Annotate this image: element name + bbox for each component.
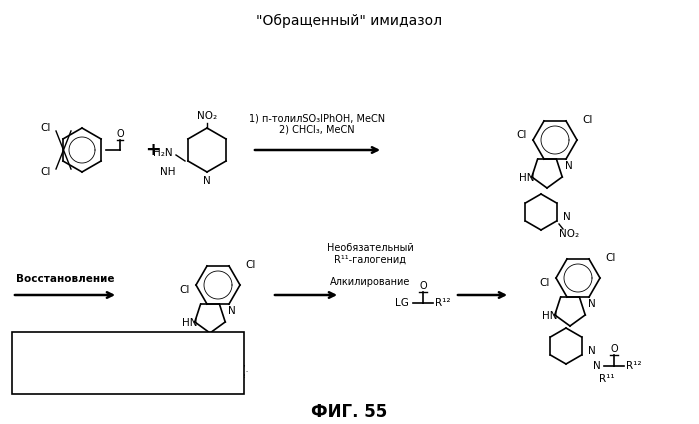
Text: "Обращенный" имидазол: "Обращенный" имидазол <box>256 14 442 28</box>
Text: N: N <box>563 212 571 222</box>
Text: Необязательный
R¹¹-галогенид

Алкилирование: Необязательный R¹¹-галогенид Алкилирован… <box>326 243 413 287</box>
Text: N: N <box>593 361 601 371</box>
Text: NH₂: NH₂ <box>226 370 246 380</box>
Text: Восстановление: Восстановление <box>16 274 114 284</box>
Text: HN: HN <box>542 311 558 321</box>
Text: +: + <box>145 141 161 159</box>
Text: O: O <box>419 281 427 291</box>
Bar <box>12 332 244 394</box>
Text: O: O <box>610 344 618 354</box>
Text: 1) п-толилSO₃IPhOH, MeCN
2) CHCl₃, MeCN: 1) п-толилSO₃IPhOH, MeCN 2) CHCl₃, MeCN <box>249 113 385 135</box>
Text: NH: NH <box>160 167 175 177</box>
Text: LG: LG <box>395 298 409 308</box>
Text: Cl: Cl <box>246 260 257 270</box>
Text: N: N <box>588 346 596 356</box>
Text: N: N <box>588 299 596 309</box>
Text: N: N <box>203 176 211 186</box>
Text: NO₂: NO₂ <box>559 229 579 239</box>
Text: O: O <box>116 129 124 139</box>
Text: Cl: Cl <box>606 253 617 263</box>
Text: N: N <box>565 161 573 171</box>
Text: Репрезентативная ссылка:: Репрезентативная ссылка: <box>22 340 151 349</box>
Text: ФИГ. 55: ФИГ. 55 <box>311 403 387 421</box>
Text: N: N <box>228 306 236 316</box>
Text: N: N <box>228 353 236 363</box>
Text: Cl: Cl <box>540 278 550 288</box>
Text: Cl: Cl <box>41 123 51 133</box>
Text: NO₂: NO₂ <box>197 111 217 121</box>
Text: Zhang, P-F et al., Synthesis  2001, 14, 2075-2077.: Zhang, P-F et al., Synthesis 2001, 14, 2… <box>22 365 249 374</box>
Text: Cl: Cl <box>180 285 190 295</box>
Text: R¹²: R¹² <box>626 361 642 371</box>
Text: Cl: Cl <box>583 115 593 125</box>
Text: HN: HN <box>182 318 198 328</box>
Text: H₂N: H₂N <box>153 148 173 158</box>
Text: HN: HN <box>519 173 535 183</box>
Text: R¹¹: R¹¹ <box>599 374 615 384</box>
Text: Cl: Cl <box>517 130 527 140</box>
Text: R¹²: R¹² <box>435 298 451 308</box>
Text: Cl: Cl <box>41 167 51 177</box>
